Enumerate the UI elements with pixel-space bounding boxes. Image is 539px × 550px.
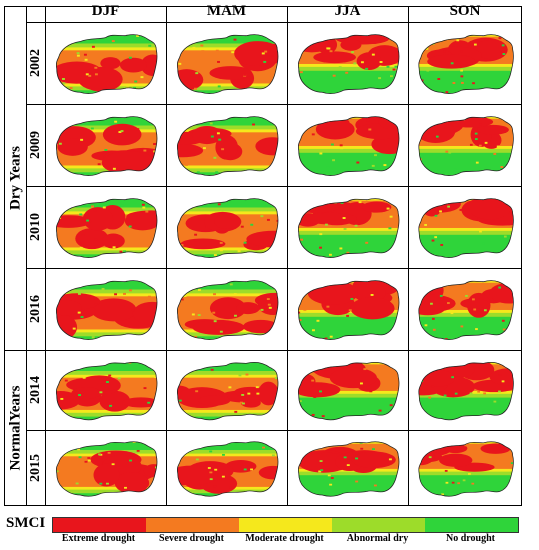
legend-title: SMCI xyxy=(6,515,46,531)
column-header-jja: JJA xyxy=(334,3,361,19)
drought-map-mam xyxy=(168,188,285,266)
legend-swatch xyxy=(332,518,425,532)
column-header-mam: MAM xyxy=(206,3,247,19)
legend-swatch xyxy=(425,518,518,532)
drought-map-son xyxy=(410,106,520,184)
drought-map-son xyxy=(410,352,520,428)
figure-grid xyxy=(4,6,522,506)
grid-line xyxy=(26,104,522,105)
drought-map-mam xyxy=(168,106,285,184)
legend-swatch xyxy=(53,518,146,532)
drought-map-mam xyxy=(168,432,285,504)
drought-map-jja xyxy=(289,188,406,266)
legend-label: No drought xyxy=(446,533,495,544)
drought-map-son xyxy=(410,24,520,102)
grid-line xyxy=(26,430,522,431)
grid-line xyxy=(287,6,288,506)
drought-map-djf xyxy=(47,352,164,428)
legend-label: Severe drought xyxy=(159,533,224,544)
drought-map-son xyxy=(410,188,520,266)
drought-map-son xyxy=(410,432,520,504)
year-label: 2016 xyxy=(27,295,43,323)
year-label: 2009 xyxy=(27,131,43,159)
grid-line xyxy=(408,6,409,506)
year-label: 2002 xyxy=(27,49,43,77)
drought-map-mam xyxy=(168,270,285,348)
legend-colorbar xyxy=(52,517,519,533)
drought-map-djf xyxy=(47,106,164,184)
grid-line xyxy=(4,350,522,351)
drought-map-jja xyxy=(289,24,406,102)
year-label: 2014 xyxy=(27,376,43,404)
drought-map-jja xyxy=(289,352,406,428)
drought-map-son xyxy=(410,270,520,348)
grid-line xyxy=(45,6,46,506)
drought-map-djf xyxy=(47,270,164,348)
column-header-son: SON xyxy=(449,3,481,19)
drought-map-jja xyxy=(289,106,406,184)
legend-label: Moderate drought xyxy=(245,533,324,544)
drought-map-djf xyxy=(47,188,164,266)
drought-map-mam xyxy=(168,24,285,102)
year-label: 2015 xyxy=(27,454,43,482)
group-label: NormalYears xyxy=(7,385,24,471)
column-header-djf: DJF xyxy=(91,3,120,19)
legend-swatch xyxy=(146,518,239,532)
year-label: 2010 xyxy=(27,213,43,241)
grid-line xyxy=(26,186,522,187)
drought-map-jja xyxy=(289,270,406,348)
legend-label: Abnormal dry xyxy=(346,533,409,544)
drought-map-mam xyxy=(168,352,285,428)
grid-line xyxy=(26,22,522,23)
legend-label: Extreme drought xyxy=(61,533,136,544)
drought-map-djf xyxy=(47,432,164,504)
grid-line xyxy=(166,6,167,506)
drought-map-djf xyxy=(47,24,164,102)
group-label: Dry Years xyxy=(7,145,24,211)
legend-swatch xyxy=(239,518,332,532)
grid-line xyxy=(26,6,27,506)
drought-map-jja xyxy=(289,432,406,504)
grid-line xyxy=(26,268,522,269)
